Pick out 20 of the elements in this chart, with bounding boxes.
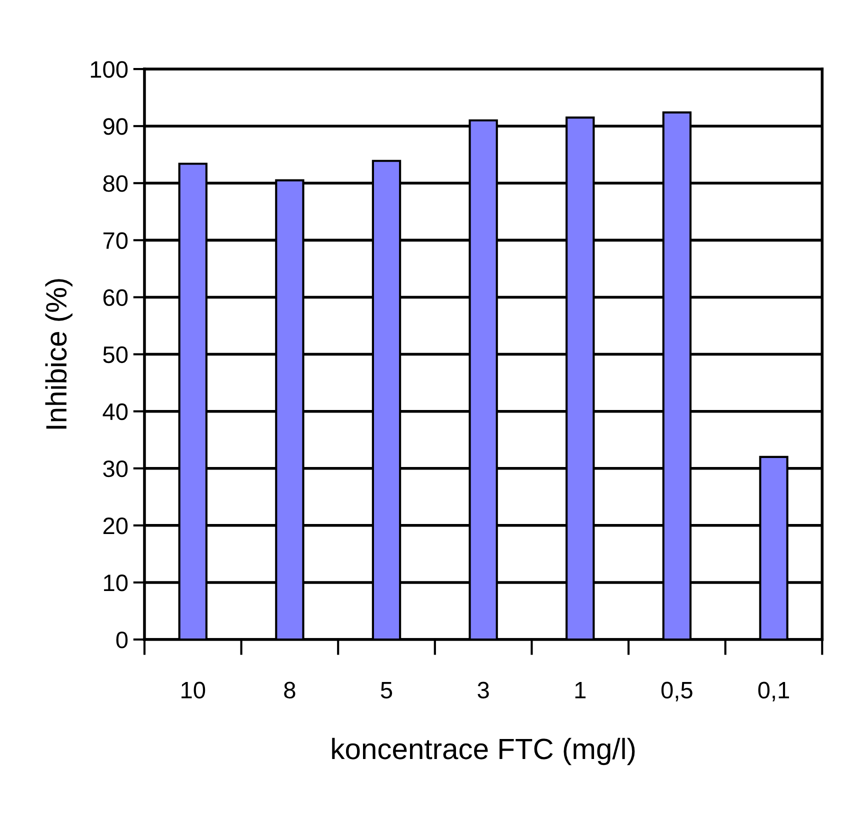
y-tick-label: 30 bbox=[103, 460, 128, 478]
x-tick-label: 10 bbox=[182, 682, 206, 699]
x-tick-label: 1 bbox=[575, 682, 586, 698]
y-tick-label: 80 bbox=[103, 175, 128, 192]
y-tick-label: 0 bbox=[116, 632, 128, 648]
y-axis-title: Inhibice (%) bbox=[45, 279, 72, 429]
x-tick-label: 0,5 bbox=[661, 682, 692, 702]
y-tick-label: 60 bbox=[103, 289, 128, 306]
y-tick-label: 100 bbox=[90, 61, 128, 78]
x-axis-title: koncentrace FTC (mg/l) bbox=[332, 738, 635, 766]
y-tick-label: 90 bbox=[103, 118, 128, 135]
y-tick-label: 70 bbox=[103, 232, 128, 249]
y-tick-label: 50 bbox=[103, 346, 128, 364]
x-tick-label: 5 bbox=[380, 682, 392, 699]
x-tick-label: 3 bbox=[478, 682, 489, 699]
x-tick-label: 0,1 bbox=[758, 682, 790, 702]
y-tick-label: 20 bbox=[103, 517, 128, 534]
y-tick-label: 10 bbox=[104, 574, 128, 592]
y-tick-label: 40 bbox=[102, 403, 128, 420]
x-tick-label: 8 bbox=[284, 682, 296, 699]
